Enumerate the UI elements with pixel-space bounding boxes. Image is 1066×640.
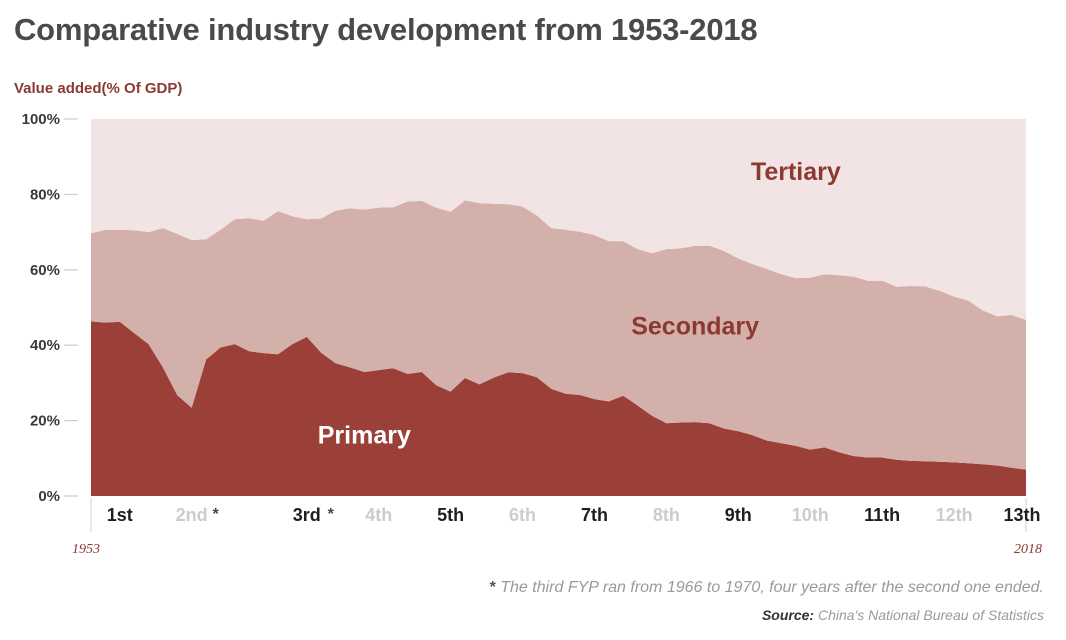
source-text: China's National Bureau of Statistics (814, 607, 1044, 623)
plan-label-6th: 6th (509, 505, 536, 525)
plan-label-4th: 4th (365, 505, 392, 525)
area-label-tertiary: Tertiary (751, 158, 841, 186)
chart-title: Comparative industry development from 19… (14, 12, 758, 47)
plan-label-5th: 5th (437, 505, 464, 525)
plan-label-13th: 13th (1003, 505, 1040, 525)
y-tick-label: 60% (30, 262, 60, 279)
plan-label-11th: 11th (864, 505, 900, 525)
footnote-asterisk: * (489, 579, 496, 596)
plan-label-3rd: 3rd (293, 505, 321, 525)
source-note: Source: China's National Bureau of Stati… (762, 607, 1044, 623)
y-tick-label: 80% (30, 186, 60, 203)
footnote-text: The third FYP ran from 1966 to 1970, fou… (495, 579, 1044, 596)
y-tick-label: 0% (38, 488, 60, 505)
footnote: * The third FYP ran from 1966 to 1970, f… (490, 579, 1044, 597)
area-tertiary (91, 119, 1026, 320)
plan-label-12th: 12th (936, 505, 973, 525)
plan-label-2nd: 2nd (176, 505, 208, 525)
area-label-secondary: Secondary (631, 312, 759, 340)
x-end-label: 2018 (1014, 542, 1042, 557)
y-tick-label: 40% (30, 337, 60, 354)
plan-label-7th: 7th (581, 505, 608, 525)
area-primary (91, 321, 1026, 496)
y-tick-label: 20% (30, 413, 60, 430)
area-label-primary: Primary (318, 422, 411, 450)
plan-label-9th: 9th (725, 505, 752, 525)
area-secondary (91, 200, 1026, 470)
plan-label-10th: 10th (792, 505, 829, 525)
plan-asterisk: * (328, 506, 335, 523)
plan-label-1st: 1st (107, 505, 133, 525)
source-label: Source: (761, 607, 815, 623)
x-start-label: 1953 (72, 542, 100, 557)
y-tick-label: 100% (22, 111, 60, 128)
plan-asterisk: * (212, 506, 219, 523)
plan-label-8th: 8th (653, 505, 680, 525)
y-axis-label: Value added(% Of GDP) (14, 80, 183, 97)
